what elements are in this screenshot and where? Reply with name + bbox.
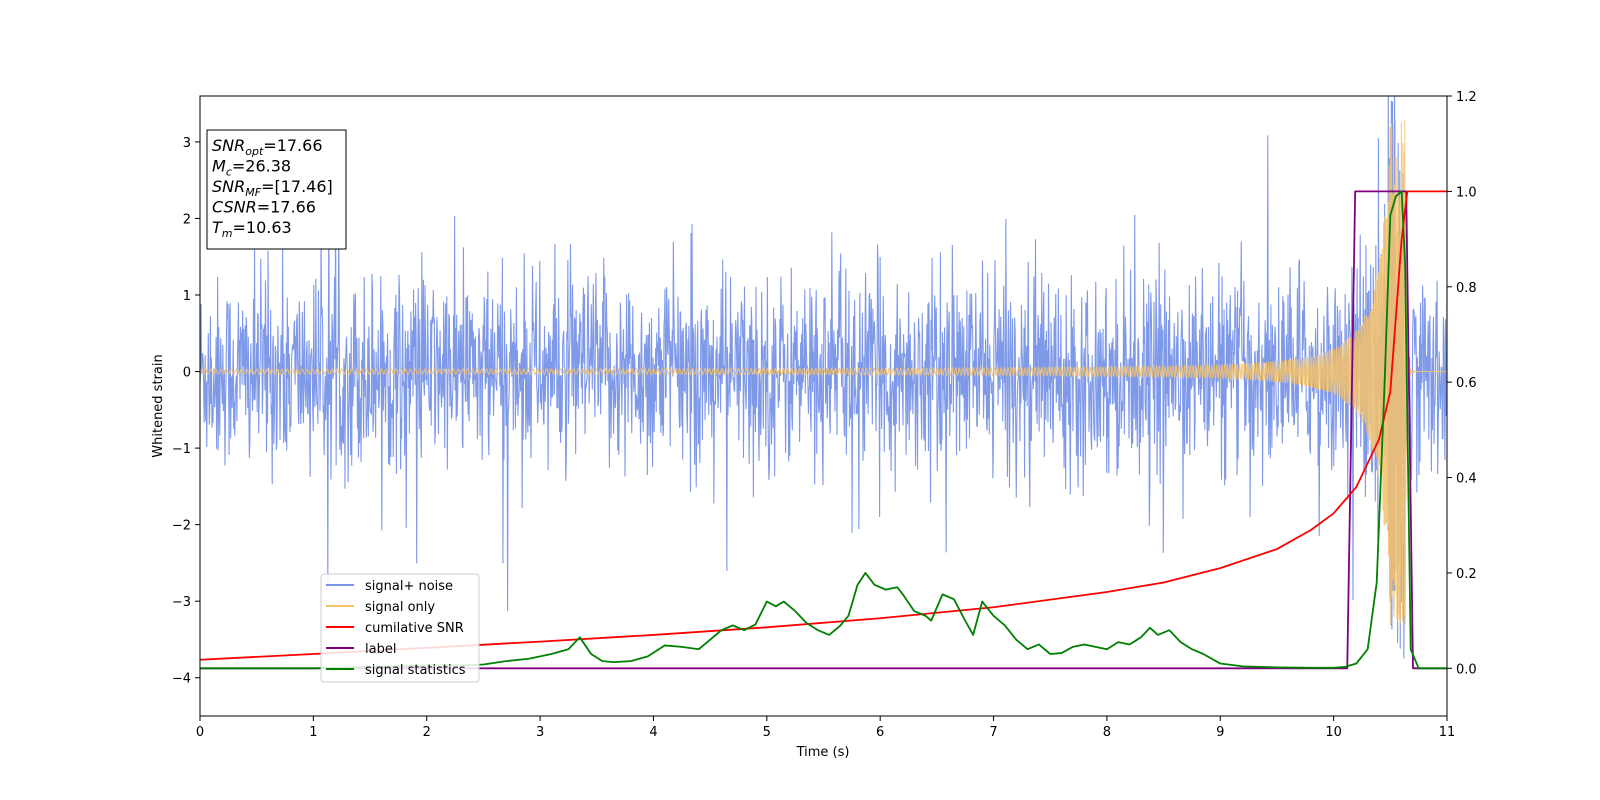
info-box-row: CSNR=17.66 [212, 198, 316, 217]
info-box: SNRopt=17.66Mc=26.38SNRMF=[17.46]CSNR=17… [206, 129, 347, 250]
y-tick-label: −2 [172, 519, 191, 534]
x-tick-label: 4 [649, 725, 657, 740]
x-tick-label: 3 [536, 725, 544, 740]
legend-label: label [365, 642, 396, 657]
x-tick-label: 7 [989, 725, 997, 740]
y2-tick-label: 0.8 [1456, 281, 1477, 296]
x-axis-label: Time (s) [796, 745, 850, 760]
y-tick-label: −1 [172, 442, 191, 457]
y-tick-label: 3 [183, 136, 191, 151]
y2-tick-label: 0.2 [1456, 567, 1477, 582]
legend-label: signal statistics [365, 663, 466, 678]
y2-tick-label: 0.0 [1456, 662, 1477, 677]
y2-tick-label: 1.2 [1456, 90, 1477, 105]
legend-label: signal only [365, 600, 435, 615]
legend: signal+ noise signal only cumilative SNR la… [320, 573, 480, 683]
series-signal-noise [200, 96, 1447, 659]
legend-frame [320, 573, 480, 683]
info-box-frame [206, 129, 347, 250]
y-axis-label: Whitened strain [151, 354, 166, 457]
x-tick-label: 11 [1439, 725, 1456, 740]
info-box-row: Tm=10.63 [212, 218, 292, 240]
y2-tick-label: 0.4 [1456, 472, 1477, 487]
y-tick-label: 2 [183, 212, 191, 227]
legend-label: signal+ noise [365, 579, 453, 594]
x-tick-label: 10 [1325, 725, 1342, 740]
info-box-row: SNRopt=17.66 [212, 136, 323, 158]
series-signal-only [200, 119, 1447, 625]
y2-tick-label: 1.0 [1456, 185, 1477, 200]
x-tick-label: 8 [1103, 725, 1111, 740]
x-tick-label: 6 [876, 725, 884, 740]
x-tick-label: 5 [763, 725, 771, 740]
y-tick-label: 0 [183, 366, 191, 381]
y-tick-label: 1 [183, 289, 191, 304]
plot-frame [199, 95, 1448, 717]
info-box-row: Mc=26.38 [212, 157, 291, 179]
series-cumulative-snr [200, 190, 1447, 661]
y2-tick-label: 0.6 [1456, 376, 1477, 391]
y-tick-label: −3 [172, 595, 191, 610]
x-tick-label: 2 [423, 725, 431, 740]
y-tick-label: −4 [172, 672, 191, 687]
x-tick-label: 0 [196, 725, 204, 740]
x-tick-label: 1 [309, 725, 317, 740]
x-tick-label: 9 [1216, 725, 1224, 740]
info-box-row: SNRMF=[17.46] [212, 177, 333, 199]
legend-label: cumilative SNR [365, 621, 464, 636]
series-signal-statistics [200, 190, 1447, 670]
